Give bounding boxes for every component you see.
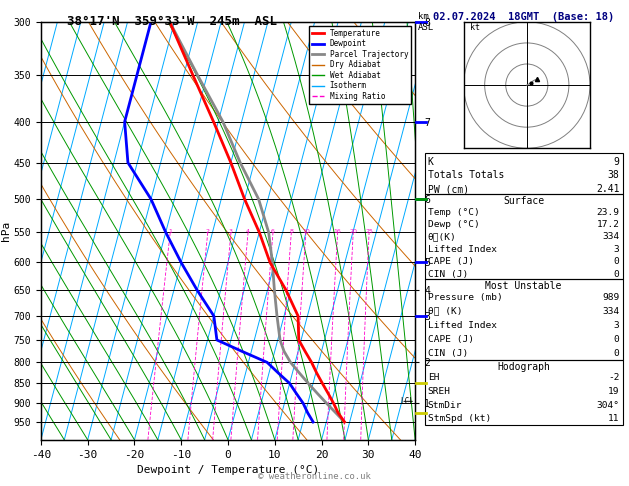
- Text: Most Unstable: Most Unstable: [486, 281, 562, 292]
- Text: Totals Totals: Totals Totals: [428, 170, 504, 180]
- Text: 6: 6: [271, 229, 275, 234]
- Text: CIN (J): CIN (J): [428, 270, 468, 278]
- Text: 17.2: 17.2: [596, 220, 620, 229]
- Text: Dewp (°C): Dewp (°C): [428, 220, 479, 229]
- Text: 10: 10: [302, 229, 310, 234]
- Text: 9: 9: [614, 156, 620, 167]
- Text: 989: 989: [603, 293, 620, 302]
- Text: PW (cm): PW (cm): [428, 184, 469, 194]
- Text: Lifted Index: Lifted Index: [428, 245, 497, 254]
- Text: -2: -2: [608, 373, 620, 382]
- Text: 16: 16: [334, 229, 342, 234]
- Text: 1: 1: [169, 229, 172, 234]
- Legend: Temperature, Dewpoint, Parcel Trajectory, Dry Adiabat, Wet Adiabat, Isotherm, Mi: Temperature, Dewpoint, Parcel Trajectory…: [309, 26, 411, 104]
- Text: CIN (J): CIN (J): [428, 348, 468, 358]
- Text: 3: 3: [614, 321, 620, 330]
- Text: 38: 38: [608, 170, 620, 180]
- Text: © weatheronline.co.uk: © weatheronline.co.uk: [258, 472, 371, 481]
- Text: 3: 3: [614, 245, 620, 254]
- Text: 23.9: 23.9: [596, 208, 620, 217]
- Text: 334: 334: [603, 232, 620, 242]
- Text: 2: 2: [206, 229, 210, 234]
- Text: Surface: Surface: [503, 196, 544, 207]
- Text: 25: 25: [365, 229, 373, 234]
- Text: Temp (°C): Temp (°C): [428, 208, 479, 217]
- Text: CAPE (J): CAPE (J): [428, 257, 474, 266]
- Text: θᴄ(K): θᴄ(K): [428, 232, 457, 242]
- Text: StmDir: StmDir: [428, 400, 462, 410]
- Text: 2.41: 2.41: [596, 184, 620, 194]
- X-axis label: Dewpoint / Temperature (°C): Dewpoint / Temperature (°C): [137, 465, 319, 475]
- Text: 334: 334: [603, 307, 620, 316]
- Text: EH: EH: [428, 373, 439, 382]
- Text: 8: 8: [289, 229, 293, 234]
- Text: 304°: 304°: [596, 400, 620, 410]
- Text: 11: 11: [608, 414, 620, 423]
- Text: 0: 0: [614, 257, 620, 266]
- Text: 0: 0: [614, 348, 620, 358]
- Text: StmSpd (kt): StmSpd (kt): [428, 414, 491, 423]
- Text: 0: 0: [614, 335, 620, 344]
- Text: Lifted Index: Lifted Index: [428, 321, 497, 330]
- Text: θᴄ (K): θᴄ (K): [428, 307, 462, 316]
- Text: 0: 0: [614, 270, 620, 278]
- Text: CAPE (J): CAPE (J): [428, 335, 474, 344]
- Text: 3: 3: [229, 229, 233, 234]
- Text: Hodograph: Hodograph: [497, 362, 550, 372]
- Text: kt: kt: [470, 23, 480, 32]
- Y-axis label: hPa: hPa: [1, 221, 11, 241]
- Text: LCL: LCL: [400, 397, 415, 406]
- Text: km
ASL: km ASL: [418, 12, 435, 32]
- Text: 4: 4: [246, 229, 250, 234]
- Text: K: K: [428, 156, 433, 167]
- Text: 19: 19: [608, 387, 620, 396]
- Text: Pressure (mb): Pressure (mb): [428, 293, 503, 302]
- Text: 02.07.2024  18GMT  (Base: 18): 02.07.2024 18GMT (Base: 18): [433, 12, 615, 22]
- Text: 20: 20: [349, 229, 357, 234]
- Text: SREH: SREH: [428, 387, 451, 396]
- Text: 38°17'N  359°33'W  245m  ASL: 38°17'N 359°33'W 245m ASL: [67, 15, 277, 28]
